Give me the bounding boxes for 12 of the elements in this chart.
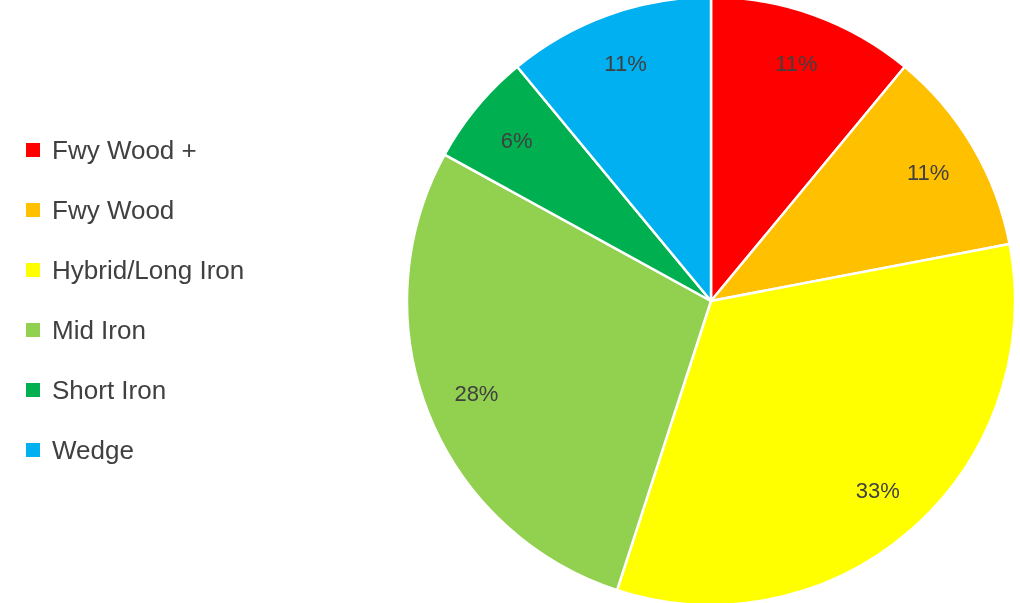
data-label: 11% <box>775 51 818 77</box>
legend-label: Short Iron <box>52 375 167 405</box>
data-label: 11% <box>906 160 950 186</box>
data-label: 11% <box>604 51 647 77</box>
data-label: 33% <box>855 477 900 503</box>
legend-label: Hybrid/Long Iron <box>52 255 245 285</box>
data-label: 6% <box>500 127 533 153</box>
legend-label: Fwy Wood <box>52 195 175 225</box>
data-label: 28% <box>454 381 499 407</box>
legend-label: Mid Iron <box>52 315 146 345</box>
legend-label: Wedge <box>52 435 134 465</box>
legend-label: Fwy Wood + <box>52 135 197 165</box>
